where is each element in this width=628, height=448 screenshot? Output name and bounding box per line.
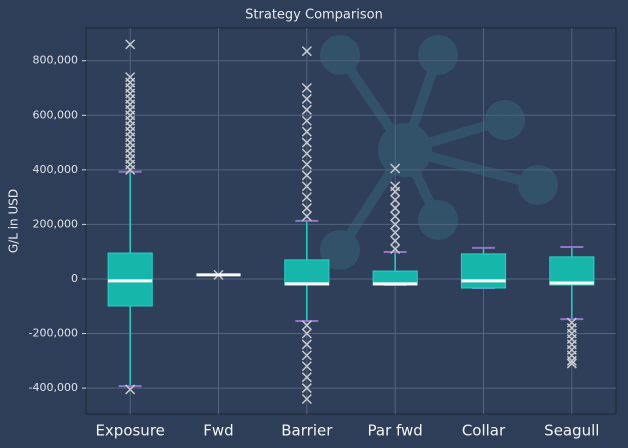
chart-title: Strategy Comparison [245, 8, 383, 23]
flier [301, 181, 312, 192]
flier [125, 39, 136, 50]
x-tick-label: Barrier [281, 422, 333, 440]
flier [301, 159, 312, 170]
flier [301, 148, 312, 159]
box [549, 256, 595, 286]
flier [301, 361, 312, 372]
flier [301, 320, 312, 331]
x-tick-label: Fwd [203, 422, 233, 440]
box [284, 259, 330, 286]
y-axis-label: G/L in USD [7, 189, 21, 253]
y-tick-label: 600,000 [33, 108, 79, 121]
y-tick-label: 0 [71, 272, 78, 285]
x-tick-label: Collar [462, 422, 506, 440]
flier [566, 355, 577, 366]
flier [390, 243, 401, 254]
flier [125, 384, 136, 395]
x-tick-label: Seagull [544, 422, 599, 440]
flier [125, 72, 136, 83]
y-tick-label: -400,000 [29, 381, 78, 394]
y-tick-label: 400,000 [33, 163, 79, 176]
x-tick-label: Exposure [95, 422, 164, 440]
flier [301, 93, 312, 104]
flier [301, 46, 312, 57]
flier [390, 163, 401, 174]
flier [301, 339, 312, 350]
flier [390, 181, 401, 192]
flier [301, 137, 312, 148]
flier [301, 126, 312, 137]
flier [301, 350, 312, 361]
flier [301, 383, 312, 394]
flier [301, 211, 312, 222]
flier [390, 227, 401, 238]
y-tick-label: 800,000 [33, 54, 79, 67]
flier [390, 203, 401, 214]
flier [390, 211, 401, 222]
flier [301, 82, 312, 94]
flier [301, 115, 312, 126]
flier [301, 170, 312, 181]
flier [301, 372, 312, 383]
flier [566, 358, 577, 369]
flier [390, 235, 401, 246]
flier [301, 393, 312, 405]
flier [301, 203, 312, 214]
flier [390, 194, 401, 205]
flier [301, 328, 312, 339]
flier [390, 219, 401, 230]
plot-area [85, 27, 617, 415]
flier [301, 104, 312, 115]
flier [301, 192, 312, 203]
y-tick-label: 200,000 [33, 217, 79, 230]
box [460, 253, 507, 289]
x-tick-label: Par fwd [368, 422, 423, 440]
y-tick-label: -200,000 [29, 327, 78, 340]
